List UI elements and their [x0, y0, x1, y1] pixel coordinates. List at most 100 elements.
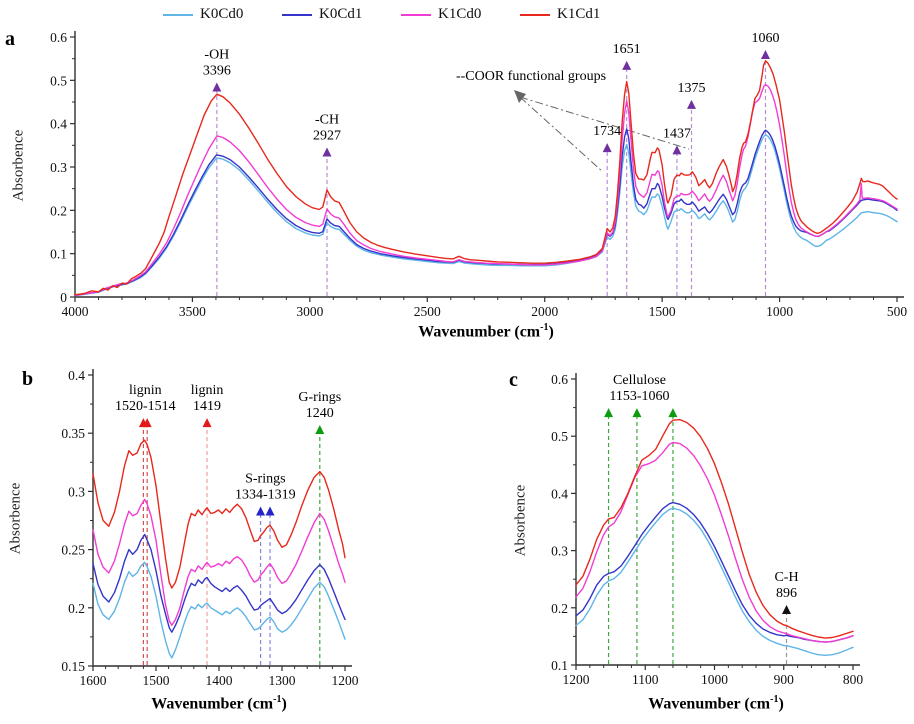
panel-c: 1200 1100 1000 900 800 0.1 0.2 0.3 0.4 0.5 0.6 Cell…	[551, 372, 863, 687]
coor-pointer-line	[519, 96, 690, 150]
legend-line-swatch-k0cd0	[163, 13, 193, 16]
legend-label-k0cd0: K0Cd0	[200, 6, 244, 22]
x-tick-label: 500	[887, 304, 908, 319]
annotation-arrowhead	[322, 147, 332, 157]
legend-label-k0cd1: K0Cd1	[319, 6, 363, 22]
y-tick-label: 0.2	[68, 601, 85, 616]
series-line-K1Cd1	[74, 60, 898, 296]
series-line-K0Cd0	[74, 134, 898, 297]
series-line-K0Cd1	[575, 501, 854, 643]
x-tick-label: 3500	[179, 304, 206, 319]
panel-label-b: b	[22, 368, 34, 390]
y-tick-label: 0.3	[50, 160, 67, 175]
x-tick-label: 3000	[296, 304, 323, 319]
y-axis-title-c: Absorbence	[512, 484, 529, 557]
y-tick-label: 0.6	[551, 372, 568, 387]
x-tick-label: 900	[774, 672, 795, 687]
annotation-label: 2927	[313, 129, 341, 144]
legend-item-k1cd0: K1Cd0	[401, 6, 520, 23]
x-axis-title-a: Wavenumber (cm-1)	[418, 322, 554, 341]
annotation-arrowhead	[315, 425, 325, 435]
x-tick-label: 2000	[531, 304, 558, 319]
series-line-K1Cd0	[92, 498, 346, 626]
x-axis-title-c: Wavenumber (cm-1)	[648, 694, 784, 713]
x-tick-label: 1400	[206, 673, 233, 688]
annotation-label: 1153-1060	[609, 389, 669, 404]
legend-line-swatch-k1cd1	[520, 13, 550, 16]
annotation-label: 1060	[751, 31, 779, 46]
y-tick-label: 0	[60, 290, 67, 305]
annotation-label: 1419	[193, 399, 221, 414]
annotation-label: 1334-1319	[235, 488, 296, 503]
annotation-label: 896	[776, 586, 797, 601]
annotation-label: lignin	[129, 383, 162, 398]
annotation-arrowhead	[142, 418, 152, 428]
x-tick-label: 1300	[269, 673, 296, 688]
panel-label-c: c	[509, 369, 518, 391]
y-tick-label: 0.2	[50, 203, 67, 218]
annotation-label: Cellulose	[613, 373, 666, 388]
legend-label-k1cd1: K1Cd1	[557, 6, 601, 22]
x-tick-label: 1600	[80, 673, 107, 688]
annotation-label: -CH	[315, 113, 339, 128]
coor-pointer-line	[519, 96, 604, 173]
annotation-arrowhead	[668, 408, 678, 418]
series-line-K0Cd1	[92, 533, 346, 633]
coor-note-label: --COOR functional groups	[456, 69, 606, 84]
coor-pointer-arrowhead	[514, 90, 526, 103]
series-line-K0Cd0	[92, 561, 346, 659]
x-tick-label: 1000	[701, 672, 728, 687]
annotation-label: 1734	[593, 124, 621, 139]
annotation-arrowhead	[782, 604, 792, 614]
y-tick-label: 0.15	[61, 659, 85, 674]
annotation-label: C-H	[774, 570, 798, 585]
legend-label-k1cd0: K1Cd0	[438, 6, 482, 22]
annotation-arrowhead	[760, 50, 770, 59]
panel-b: 1600 1500 1400 1300 1200 0.15 0.2 0.25 0.3 0.35 0.…	[61, 368, 358, 688]
series-line-K1Cd1	[575, 418, 854, 639]
y-tick-label: 0.1	[551, 658, 568, 673]
annotation-arrowhead	[672, 145, 682, 155]
series-line-K1Cd0	[74, 83, 898, 296]
y-tick-label: 0.25	[61, 543, 85, 558]
x-tick-label: 1200	[332, 673, 359, 688]
y-axis-title-a: Absorbence	[10, 129, 27, 202]
annotation-arrowhead	[604, 408, 614, 418]
y-tick-label: 0.2	[551, 601, 568, 616]
panel-label-a: a	[5, 28, 15, 50]
annotation-label: 1651	[613, 42, 641, 57]
legend: K0Cd0 K0Cd1 K1Cd0 K1Cd1	[163, 6, 639, 23]
x-tick-label: 1100	[632, 672, 659, 687]
panel-a: --COOR functional groups 4000 3500 3000 2500…	[50, 30, 907, 319]
x-tick-label: 1000	[766, 304, 793, 319]
annotation-arrowhead	[212, 82, 222, 92]
x-tick-label: 1500	[649, 304, 676, 319]
y-tick-label: 0.3	[68, 484, 85, 499]
y-tick-label: 0.5	[551, 429, 568, 444]
legend-item-k1cd1: K1Cd1	[520, 6, 639, 23]
y-tick-label: 0.6	[50, 30, 67, 45]
annotation-arrowhead	[632, 408, 642, 418]
annotation-arrowhead	[602, 143, 612, 153]
y-tick-label: 0.4	[50, 117, 67, 132]
legend-item-k0cd0: K0Cd0	[163, 6, 282, 23]
annotation-arrowhead	[256, 506, 266, 516]
annotation-label: 1520-1514	[115, 399, 176, 414]
legend-line-swatch-k0cd1	[282, 13, 312, 16]
annotation-label: -OH	[204, 48, 229, 63]
annotation-label: 1437	[663, 126, 691, 141]
series-line-K0Cd0	[575, 507, 854, 656]
annotation-arrowhead	[687, 99, 696, 109]
x-axis-title-b: Wavenumber (cm-1)	[151, 694, 287, 713]
annotation-label: S-rings	[245, 472, 285, 487]
annotation-arrowhead	[202, 418, 212, 428]
annotation-arrowhead	[622, 60, 632, 70]
x-tick-label: 800	[843, 672, 864, 687]
x-tick-label: 1500	[143, 673, 170, 688]
annotation-label: lignin	[191, 383, 224, 398]
y-tick-label: 0.1	[50, 247, 67, 262]
y-tick-label: 0.35	[61, 426, 85, 441]
y-tick-label: 0.3	[551, 544, 568, 559]
y-tick-label: 0.4	[68, 368, 85, 383]
